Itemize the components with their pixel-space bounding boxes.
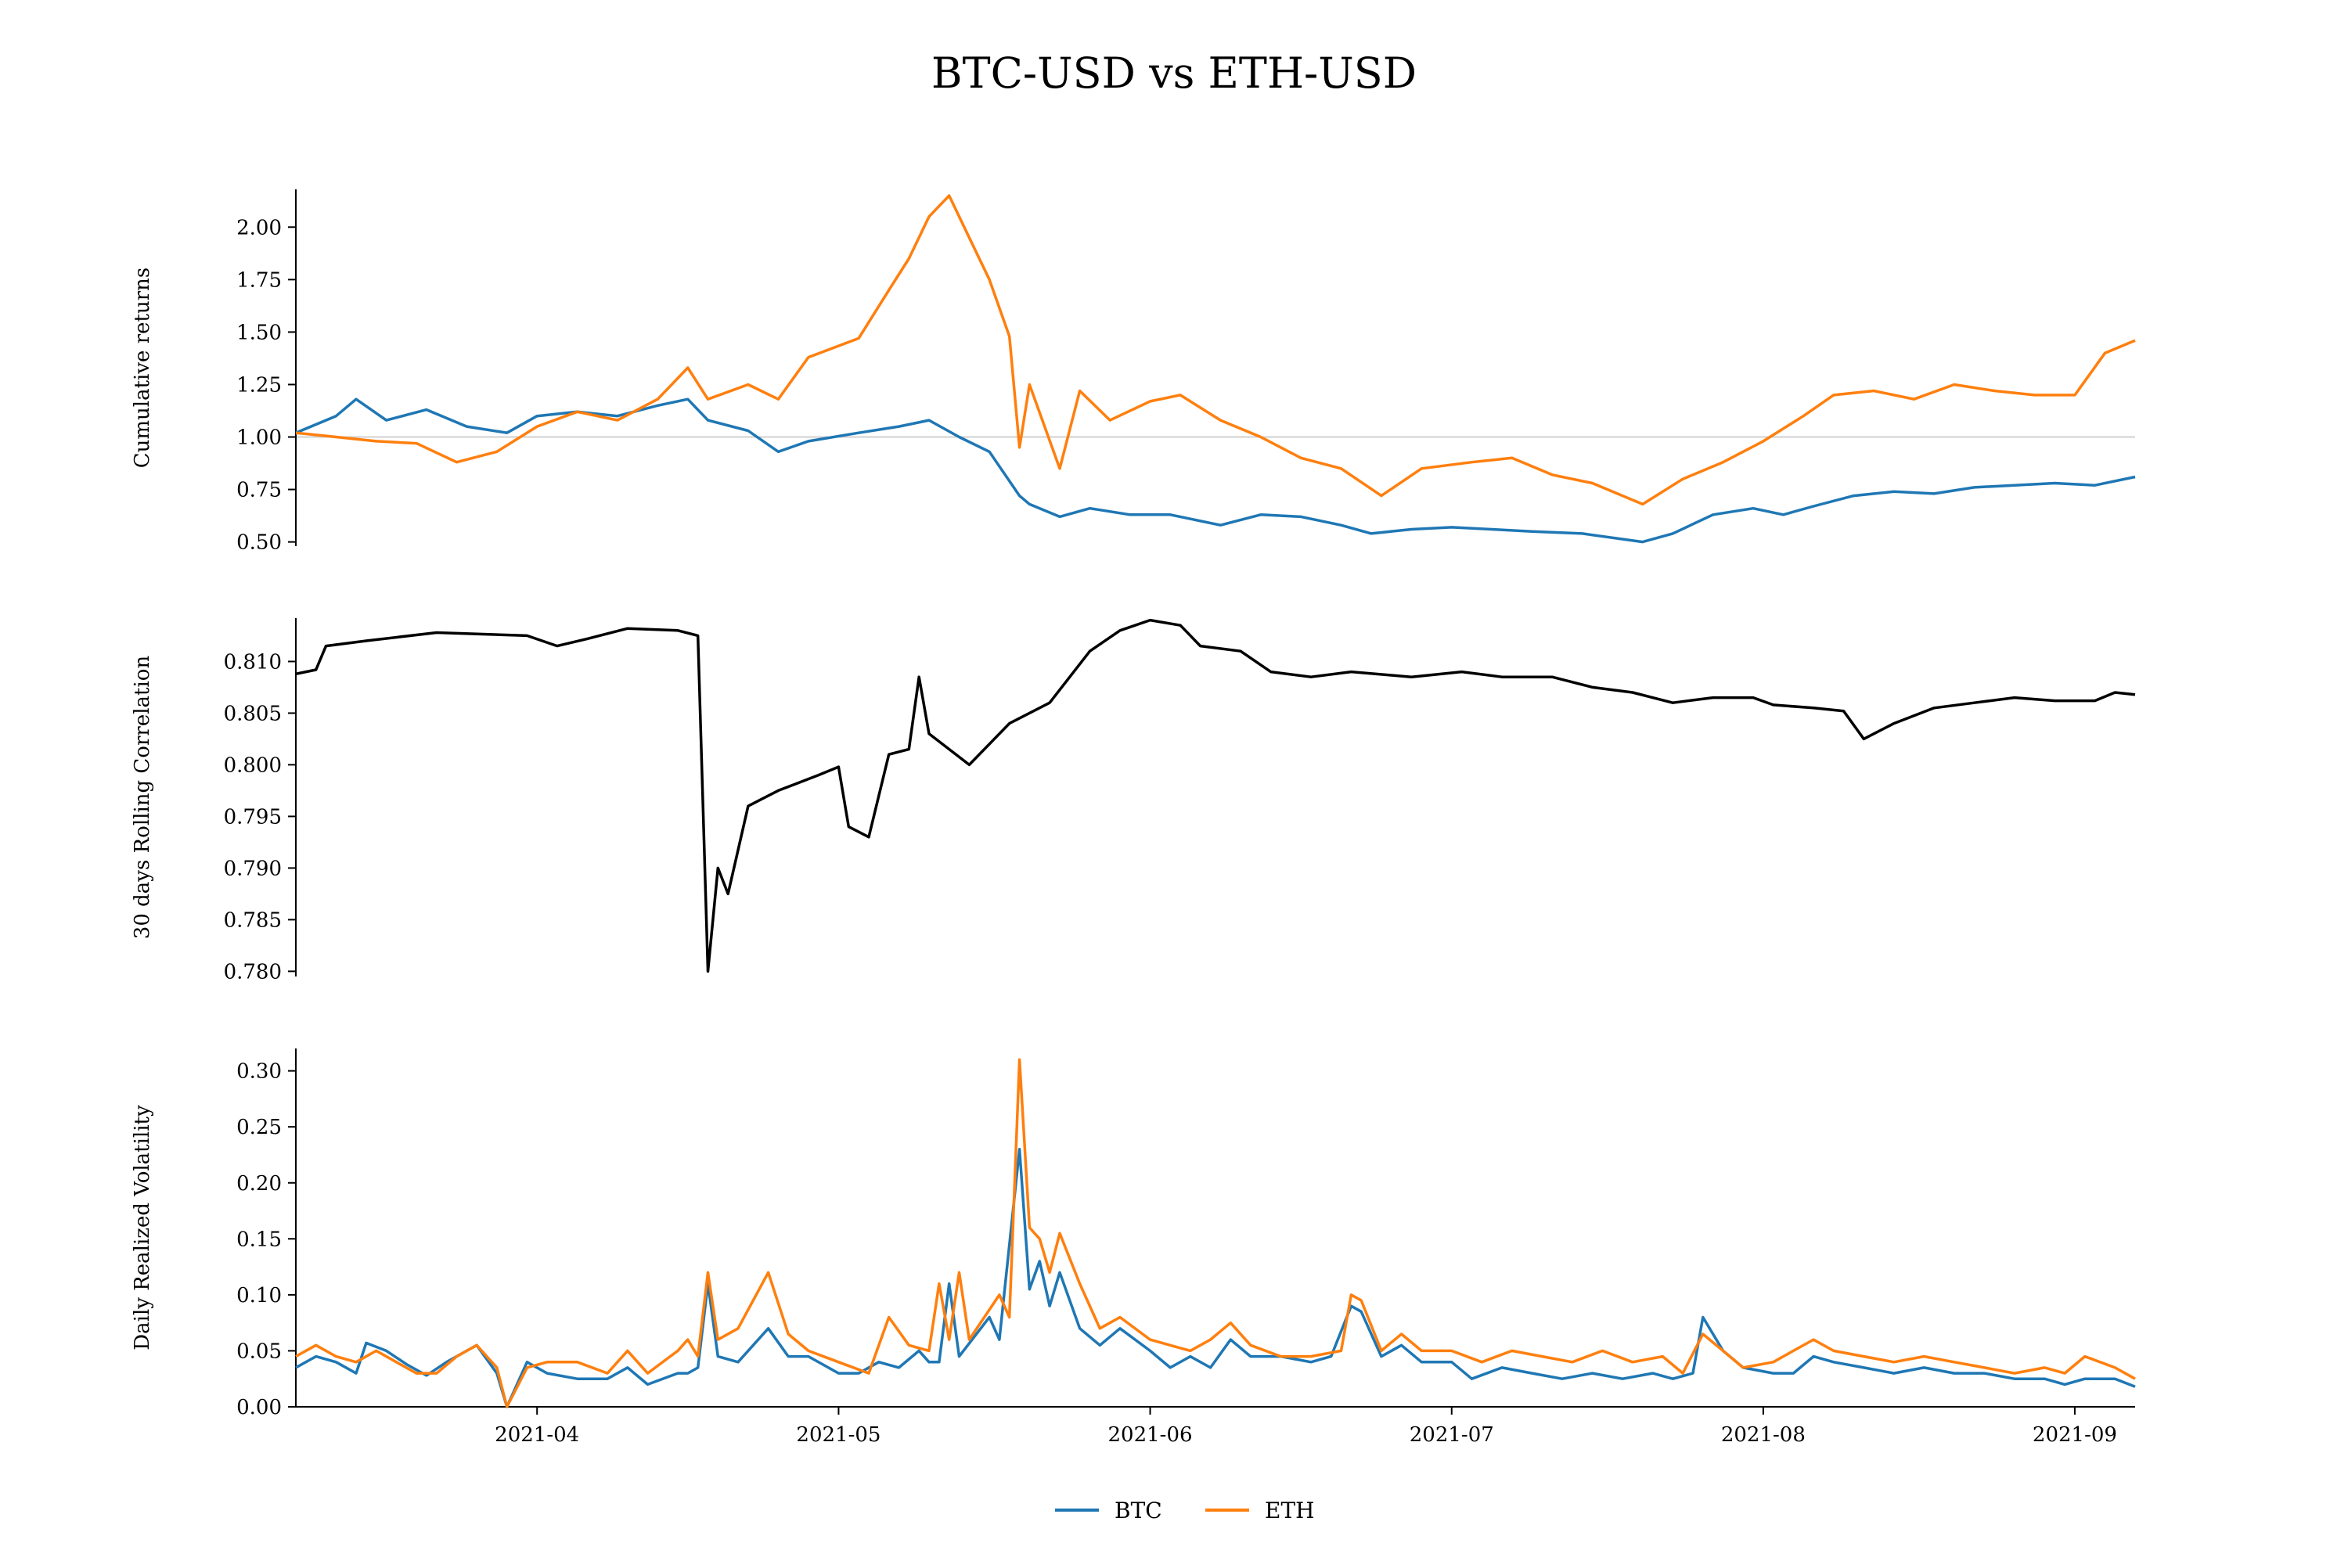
panels: 0.50 0.75 1.00 1.25 1.50 1.75 2.00 Cumulative r… — [131, 189, 2136, 1447]
legend-label: ETH — [1265, 1498, 1315, 1523]
legend-item-btc: BTC — [1055, 1498, 1162, 1523]
legend-item-eth: ETH — [1205, 1498, 1315, 1523]
series-line-volatility-eth — [295, 1058, 2136, 1408]
y-tick-label: 0.50 — [236, 531, 282, 555]
y-tick-label: 1.00 — [236, 426, 282, 450]
y-tick-label: 0.785 — [224, 908, 282, 932]
x-tick-label: 2021-09 — [2033, 1423, 2117, 1447]
y-tick-label: 0.30 — [236, 1060, 282, 1084]
y-tick-label: 0.10 — [236, 1284, 282, 1307]
series-line-volatility-btc — [295, 1148, 2136, 1408]
legend-label: BTC — [1115, 1498, 1162, 1523]
chart-title: BTC-USD vs ETH-USD — [931, 49, 1417, 98]
y-tick-label: 0.20 — [236, 1172, 282, 1196]
y-tick-label: 0.15 — [236, 1228, 282, 1251]
y-tick-label: 2.00 — [236, 216, 282, 239]
series-line-correlation-rolling-correlation — [295, 618, 2136, 973]
y-tick-label: 1.25 — [236, 373, 282, 397]
y-tick-label: 0.05 — [236, 1340, 282, 1363]
x-tick-label: 2021-08 — [1721, 1423, 1806, 1447]
x-tick-label: 2021-05 — [796, 1423, 880, 1447]
y-tick-label: 0.810 — [224, 650, 282, 674]
panel-cumulative: 0.50 0.75 1.00 1.25 1.50 1.75 2.00 Cumulative r… — [131, 189, 2136, 555]
y-tick-label: 0.800 — [224, 753, 282, 777]
y-tick-label: 0.790 — [224, 857, 282, 880]
y-tick-label: 0.795 — [224, 805, 282, 829]
series-line-cumulative-eth — [295, 194, 2136, 506]
x-tick-label: 2021-07 — [1410, 1423, 1494, 1447]
y-tick-label: 0.780 — [224, 960, 282, 984]
y-tick-label: 1.50 — [236, 321, 282, 344]
legend: BTC ETH — [1055, 1498, 1315, 1523]
y-axis-label: Daily Realized Volatility — [131, 1105, 154, 1350]
x-tick-label: 2021-06 — [1108, 1423, 1193, 1447]
y-tick-label: 0.805 — [224, 702, 282, 725]
panel-volatility: 0.00 0.05 0.10 0.15 0.20 0.25 0.30 Daily Realiz… — [131, 1048, 2136, 1447]
y-axis-label: 30 days Rolling Correlation — [131, 656, 154, 940]
y-tick-label: 1.75 — [236, 268, 282, 292]
panel-correlation: 0.780 0.785 0.790 0.795 0.800 0.805 0.810 30 da… — [131, 618, 2136, 984]
y-axis-label: Cumulative returns — [131, 268, 154, 468]
y-tick-label: 0.25 — [236, 1116, 282, 1139]
series-line-cumulative-btc — [295, 397, 2136, 544]
y-tick-label: 0.75 — [236, 479, 282, 502]
y-tick-label: 0.00 — [236, 1396, 282, 1419]
x-tick-label: 2021-04 — [495, 1423, 579, 1447]
